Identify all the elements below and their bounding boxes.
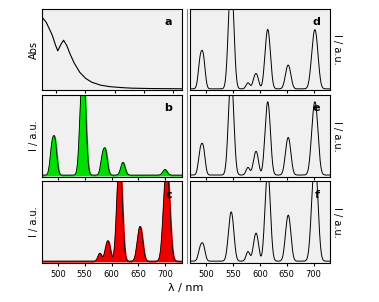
Text: a: a xyxy=(164,17,172,27)
Text: λ / nm: λ / nm xyxy=(168,283,204,293)
Text: f: f xyxy=(315,190,320,200)
Y-axis label: I / a.u.: I / a.u. xyxy=(332,34,342,65)
Text: e: e xyxy=(312,103,320,113)
Y-axis label: I / a.u.: I / a.u. xyxy=(29,207,39,237)
Y-axis label: I / a.u.: I / a.u. xyxy=(29,120,39,151)
Text: d: d xyxy=(312,17,320,27)
Text: b: b xyxy=(164,103,172,113)
Text: c: c xyxy=(165,190,172,200)
Y-axis label: I / a.u.: I / a.u. xyxy=(332,207,342,237)
Y-axis label: I / a.u.: I / a.u. xyxy=(332,120,342,151)
Y-axis label: Abs: Abs xyxy=(29,41,39,59)
